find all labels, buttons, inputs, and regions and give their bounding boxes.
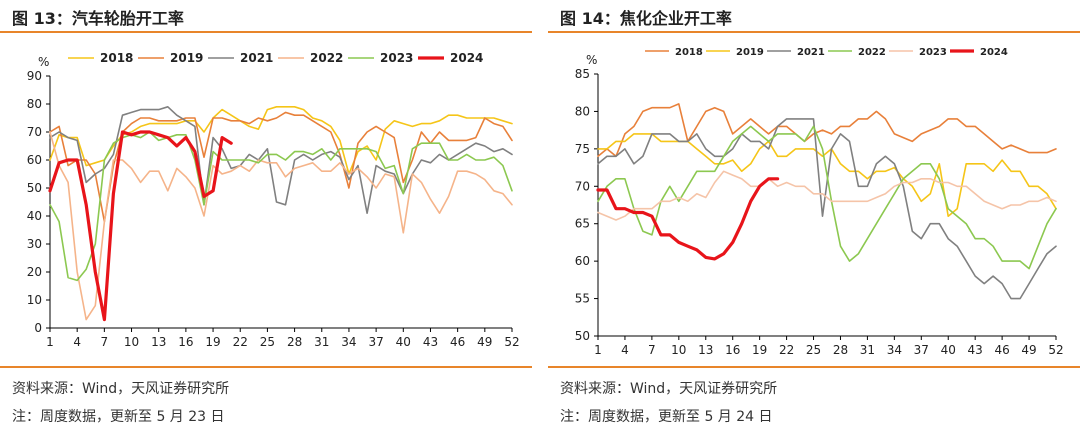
- x-tick-label: 13: [151, 335, 166, 349]
- y-tick-label: 50: [575, 329, 590, 343]
- x-tick-label: 52: [504, 335, 519, 349]
- source-note: 资料来源：Wind，天风证券研究所: [560, 381, 778, 397]
- x-tick-label: 1: [46, 335, 54, 349]
- x-tick-label: 13: [698, 343, 713, 357]
- y-tick-label: 20: [27, 265, 42, 279]
- legend-label-2023: 2023: [380, 51, 413, 65]
- y-tick-label: 90: [27, 69, 42, 83]
- x-tick-label: 34: [887, 343, 902, 357]
- series-line-2021: [597, 118, 1057, 300]
- x-tick-label: 19: [205, 335, 220, 349]
- y-tick-label: 30: [27, 237, 42, 251]
- x-tick-label: 4: [621, 343, 629, 357]
- update-note: 注：周度数据，更新至 5 月 24 日: [560, 409, 773, 425]
- series-line-2022: [597, 125, 1057, 270]
- y-tick-label: 65: [575, 217, 590, 231]
- x-tick-label: 16: [178, 335, 193, 349]
- series-line-2023: [49, 131, 513, 282]
- x-tick-label: 37: [914, 343, 929, 357]
- series-line-2018: [597, 103, 1057, 158]
- x-tick-label: 43: [423, 335, 438, 349]
- legend-label-2024: 2024: [980, 47, 1008, 58]
- y-tick-label: 40: [27, 209, 42, 223]
- y-unit-label: %: [586, 53, 597, 67]
- x-tick-label: 52: [1048, 343, 1063, 357]
- x-tick-label: 19: [752, 343, 767, 357]
- coking-utilization-chart: % 50 55 60 65 70 75 80 85 1 4 7 10 13 16 19 22 25 28 31 34 37…: [575, 47, 1064, 357]
- x-tick-label: 40: [941, 343, 956, 357]
- update-note: 注：周度数据，更新至 5 月 23 日: [12, 409, 225, 425]
- legend-label-2022: 2022: [310, 51, 343, 65]
- tire-utilization-chart: % 0 10 20 30 40 50 60 70 80 90 1 4 7 10 13 16 19 22 25 28 31 3…: [27, 51, 520, 349]
- x-tick-label: 22: [233, 335, 248, 349]
- x-tick-label: 22: [779, 343, 794, 357]
- y-tick-label: 55: [575, 292, 590, 306]
- legend-label-2019: 2019: [736, 47, 764, 58]
- panel-coking-utilization: 图 14：焦化企业开工率 % 50 55 60 65 70 75 80 85 1 4 7 10 13 16 1…: [548, 0, 1080, 430]
- legend-label-2021: 2021: [240, 51, 273, 65]
- legend-label-2022: 2022: [858, 47, 886, 58]
- y-tick-label: 75: [575, 142, 590, 156]
- x-tick-label: 25: [806, 343, 821, 357]
- source-note: 资料来源：Wind，天风证券研究所: [12, 381, 230, 397]
- series-line-2024: [596, 177, 780, 261]
- x-tick-label: 49: [1021, 343, 1036, 357]
- legend-label-2021: 2021: [797, 47, 825, 58]
- x-tick-label: 34: [341, 335, 356, 349]
- y-tick-label: 85: [575, 67, 590, 81]
- y-tick-label: 80: [575, 104, 590, 118]
- y-tick-label: 70: [27, 125, 42, 139]
- x-tick-label: 28: [833, 343, 848, 357]
- chart-title: 图 13：汽车轮胎开工率: [12, 9, 184, 28]
- y-tick-label: 70: [575, 179, 590, 193]
- legend-label-2024: 2024: [450, 51, 483, 65]
- x-tick-label: 7: [101, 335, 109, 349]
- x-tick-label: 16: [725, 343, 740, 357]
- x-tick-label: 10: [671, 343, 686, 357]
- x-tick-label: 25: [260, 335, 275, 349]
- x-tick-label: 10: [124, 335, 139, 349]
- top-divider: [0, 31, 532, 33]
- panel-tire-utilization: 图 13：汽车轮胎开工率 % 0 10 20 30 40 50 60 70 80 90 1 4 7 10 13…: [0, 0, 532, 430]
- series-line-2022: [49, 131, 513, 321]
- series-line-2023: [597, 170, 1057, 221]
- bottom-divider: [0, 366, 532, 368]
- legend-label-2018: 2018: [100, 51, 133, 65]
- x-tick-label: 4: [73, 335, 81, 349]
- x-tick-label: 46: [994, 343, 1009, 357]
- bottom-divider: [548, 366, 1080, 368]
- y-tick-label: 0: [34, 321, 42, 335]
- chart-title: 图 14：焦化企业开工率: [560, 9, 732, 28]
- y-tick-label: 60: [575, 254, 590, 268]
- legend-label-2023: 2023: [919, 47, 947, 58]
- x-tick-label: 40: [396, 335, 411, 349]
- legend-label-2019: 2019: [170, 51, 203, 65]
- x-tick-label: 46: [450, 335, 465, 349]
- series-line-2024: [48, 130, 233, 322]
- x-tick-label: 31: [314, 335, 329, 349]
- x-tick-label: 37: [368, 335, 383, 349]
- x-tick-label: 49: [477, 335, 492, 349]
- y-unit-label: %: [38, 55, 49, 69]
- x-tick-label: 28: [287, 335, 302, 349]
- y-tick-label: 60: [27, 153, 42, 167]
- x-tick-label: 31: [860, 343, 875, 357]
- top-divider: [548, 31, 1080, 33]
- y-tick-label: 80: [27, 97, 42, 111]
- series-line-2021: [49, 106, 513, 214]
- y-tick-label: 50: [27, 181, 42, 195]
- x-tick-label: 43: [968, 343, 983, 357]
- legend-label-2018: 2018: [675, 47, 703, 58]
- y-tick-label: 10: [27, 293, 42, 307]
- x-tick-label: 7: [648, 343, 656, 357]
- series-line-2019: [597, 133, 1057, 217]
- series-line-2019: [49, 111, 513, 223]
- x-tick-label: 1: [594, 343, 602, 357]
